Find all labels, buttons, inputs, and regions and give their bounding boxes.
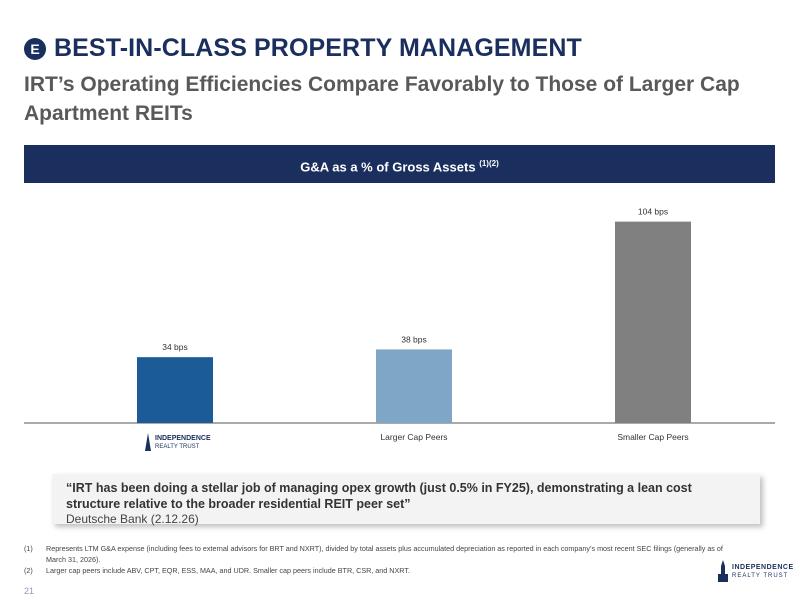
footnote-text: Larger cap peers include ABV, CPT, EQR, … [46,566,410,575]
category-label-2: Smaller Cap Peers [617,432,688,442]
analyst-quote-box: “IRT has been doing a stellar job of man… [52,474,760,526]
data-label-0: 34 bps [162,342,188,352]
category-label-0-line-2: REALTY TRUST [155,444,200,450]
analyst-quote-text: “IRT has been doing a stellar job of man… [66,481,692,511]
bar-0 [137,357,213,423]
footnote-text: Represents LTM G&A expense (including fe… [46,544,723,564]
section-badge: E [24,38,46,60]
page-title: BEST-IN-CLASS PROPERTY MANAGEMENT [54,34,582,62]
analyst-quote-source: Deutsche Bank (2.12.26) [66,512,199,526]
logo-line-1: INDEPENDENCE [732,564,794,571]
building-icon [145,433,151,451]
footnote-1: (1) Represents LTM G&A expense (includin… [24,543,724,565]
category-label-logo: INDEPENDENCE REALTY TRUST [145,433,211,451]
chart-header: G&A as a % of Gross Assets (1)(2) [24,145,775,183]
chart-header-superscript: (1)(2) [479,159,499,168]
bar-1 [376,349,452,423]
logo-line-2: REALTY TRUST [732,573,789,579]
footnote-2: (2) Larger cap peers include ABV, CPT, E… [24,565,724,576]
page-number: 21 [24,586,35,596]
category-label-1: Larger Cap Peers [380,432,447,442]
footnote-number: (2) [24,566,33,575]
data-label-1: 38 bps [401,334,427,344]
gna-bar-chart: 34 bps INDEPENDENCE REALTY TRUST 38 bps Larg… [24,207,775,451]
category-label-0-line-1: INDEPENDENCE [155,435,211,442]
page-subtitle: IRT’s Operating Efficiencies Compare Fav… [24,73,740,125]
footnote-number: (1) [24,544,33,553]
footnotes: (1) Represents LTM G&A expense (includin… [24,543,724,576]
bar-2 [615,221,691,423]
chart-header-label: G&A as a % of Gross Assets [300,159,476,175]
company-logo-footer: INDEPENDENCE REALTY TRUST [716,558,796,588]
building-icon [718,560,728,582]
data-label-2: 104 bps [638,207,668,217]
